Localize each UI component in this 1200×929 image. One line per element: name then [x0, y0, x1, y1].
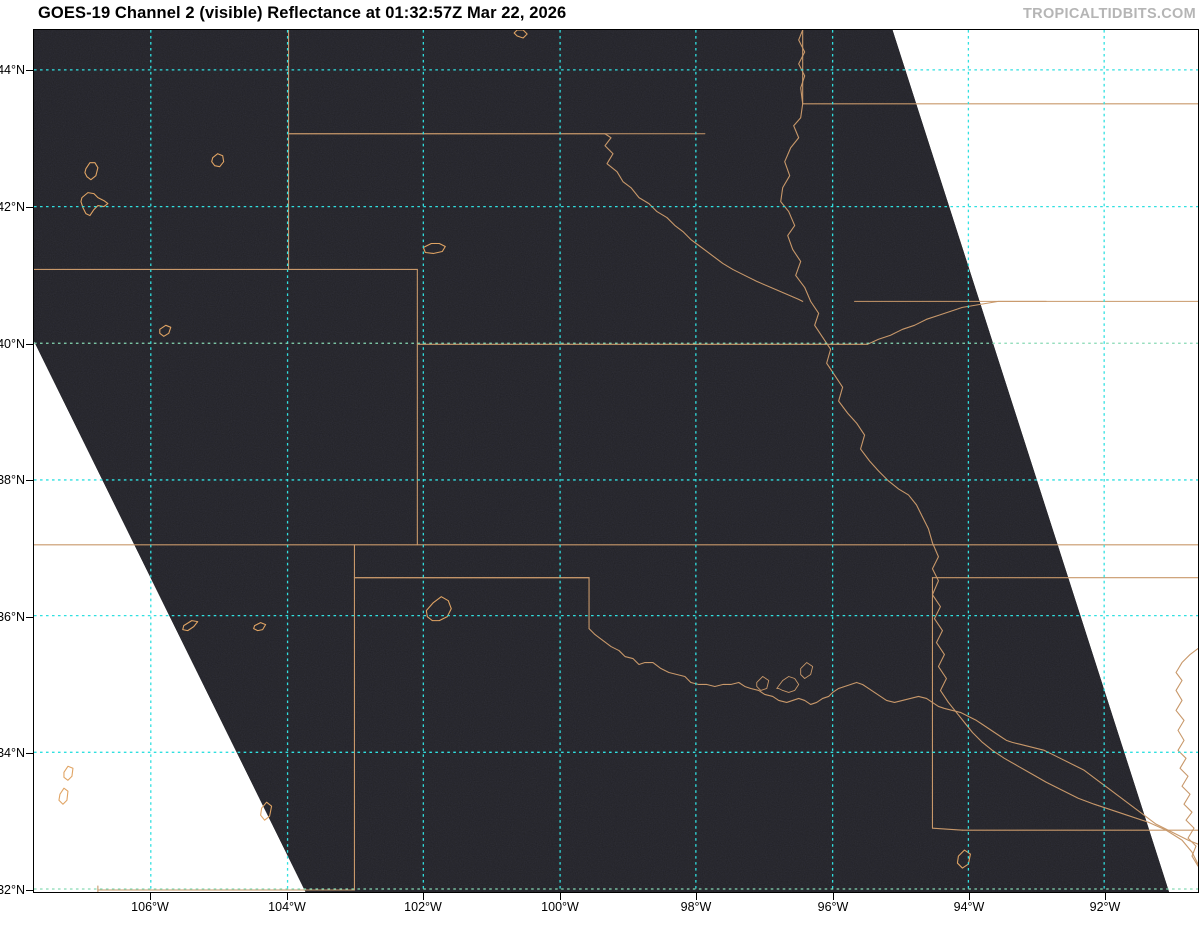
y-tick-36 — [26, 617, 33, 618]
page-title: GOES-19 Channel 2 (visible) Reflectance … — [38, 4, 567, 22]
x-tick-98 — [696, 893, 697, 900]
lake-ok-1 — [425, 596, 452, 622]
lake-nm-1 — [63, 765, 74, 781]
graticule-grid — [34, 30, 1198, 892]
y-label-44: 44°N — [0, 63, 25, 77]
x-tick-104 — [287, 893, 288, 900]
x-label-104: 104°W — [268, 900, 306, 914]
watermark: TROPICALTIDBITS.COM — [1023, 6, 1196, 22]
lake-nm-2 — [58, 787, 69, 805]
river-missouri-mo — [931, 542, 1198, 865]
x-label-98: 98°W — [680, 900, 712, 914]
river-missouri-sd — [798, 30, 806, 105]
lake-nm-3 — [260, 801, 273, 821]
y-label-40: 40°N — [0, 337, 25, 351]
reflectance-raster — [34, 30, 1198, 892]
river-niobrara-ne-sd — [604, 133, 804, 302]
x-tick-100 — [560, 893, 561, 900]
x-tick-102 — [423, 893, 424, 900]
y-tick-32 — [26, 890, 33, 891]
x-label-96: 96°W — [817, 900, 849, 914]
x-tick-96 — [833, 893, 834, 900]
river-red-oxbow-c — [756, 676, 770, 691]
y-label-32: 32°N — [0, 883, 25, 897]
x-tick-106 — [150, 893, 151, 900]
river-red-oxbow-a — [776, 676, 800, 693]
x-label-106: 106°W — [131, 900, 169, 914]
lake-ks-2 — [253, 622, 267, 632]
satellite-image-plot[interactable] — [33, 29, 1199, 893]
y-tick-40 — [26, 344, 33, 345]
y-tick-42 — [26, 207, 33, 208]
x-label-100: 100°W — [541, 900, 579, 914]
border-ok-ar-tx-corner — [931, 827, 963, 831]
y-label-38: 38°N — [0, 473, 25, 487]
lake-wy-4 — [513, 30, 528, 39]
y-tick-38 — [26, 480, 33, 481]
river-missouri-ne-ia — [780, 103, 934, 544]
river-red-tx-ok — [588, 628, 1198, 845]
map-overlay — [34, 30, 1198, 892]
lake-wy-3 — [211, 153, 225, 168]
lake-co-1 — [159, 324, 172, 337]
y-tick-44 — [26, 70, 33, 71]
y-label-42: 42°N — [0, 200, 25, 214]
x-label-94: 94°W — [953, 900, 985, 914]
x-label-102: 102°W — [404, 900, 442, 914]
river-ne-ks-mo-segment — [867, 300, 1047, 345]
lake-wy-1 — [84, 162, 99, 181]
y-label-34: 34°N — [0, 746, 25, 760]
lake-ks-1 — [182, 620, 199, 632]
x-label-92: 92°W — [1089, 900, 1121, 914]
river-red-oxbow-b — [800, 662, 814, 679]
header-bar: GOES-19 Channel 2 (visible) Reflectance … — [0, 0, 1200, 28]
y-label-36: 36°N — [0, 610, 25, 624]
river-mississippi-east — [1175, 648, 1198, 867]
y-tick-34 — [26, 753, 33, 754]
x-tick-92 — [1105, 893, 1106, 900]
lake-ne-1 — [422, 242, 446, 255]
x-tick-94 — [969, 893, 970, 900]
